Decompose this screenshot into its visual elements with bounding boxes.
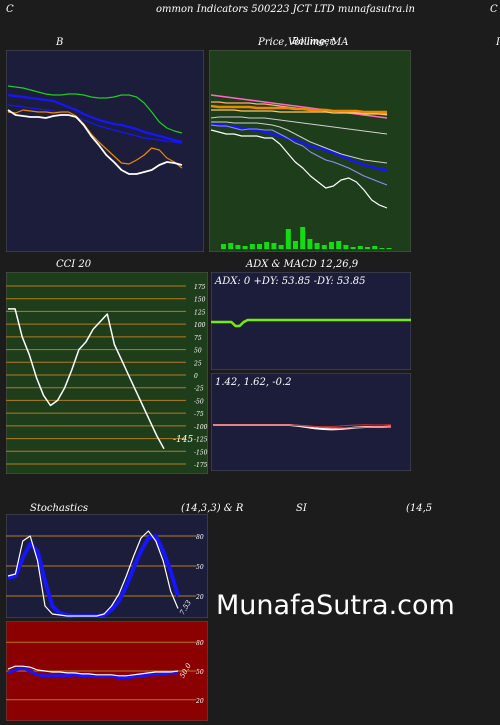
volume-bar <box>321 245 327 249</box>
b-panel-title: B <box>56 37 64 48</box>
cci-tick-label: -175 <box>194 462 208 469</box>
volume-bar <box>228 243 234 249</box>
b-series-line-3 <box>7 85 183 134</box>
rsi-tick-label: 20 <box>195 698 204 705</box>
b-series-line-4 <box>7 109 183 169</box>
cci-tick-label: 75 <box>194 335 202 342</box>
price-panel-title-volume: Volume, <box>288 37 329 48</box>
rsi-series-line-blue <box>7 666 178 680</box>
stoch-panel-title: Stochastics <box>30 503 88 514</box>
b-chart-background <box>5 49 205 253</box>
volume-bar <box>242 246 248 249</box>
header-right-letter: C <box>490 4 498 15</box>
price-series-line-9 <box>210 124 388 186</box>
price-series-line-6 <box>211 121 388 164</box>
cci-tick-label: 150 <box>194 297 206 304</box>
price-series-line-1 <box>210 94 388 119</box>
cci-chart: 175 150 125 100 75 50 25 0 -25 -50 -75 -100 -125 -150… <box>5 271 209 475</box>
cci-tick-label: 100 <box>194 322 206 329</box>
volume-bar <box>285 229 291 249</box>
cci-tick-label: 50 <box>194 348 202 355</box>
cci-tick-label: 0 <box>194 373 198 380</box>
cci-tick-label: -150 <box>194 449 208 456</box>
volume-bar <box>271 243 277 249</box>
price-series-line-4 <box>211 109 387 115</box>
header-left-letter: C <box>6 4 14 15</box>
volume-bar <box>386 248 392 249</box>
header-title: ommon Indicators 500223 JCT LTD munafasu… <box>156 4 415 15</box>
cci-current-label: -145 <box>173 435 193 445</box>
price-series-line-7 <box>210 122 388 172</box>
volume-bar <box>365 247 370 249</box>
volume-bar <box>300 227 306 249</box>
volume-bar <box>350 247 356 249</box>
adx-line <box>211 318 411 328</box>
b-chart <box>5 49 205 253</box>
rsi-tick-label: 80 <box>196 640 204 647</box>
adx-readout: ADX: 0 +DY: 53.85 -DY: 53.85 <box>214 276 366 287</box>
price-chart <box>208 49 412 253</box>
price-series-line-8 <box>210 129 388 209</box>
price-series-line-5 <box>210 116 388 135</box>
b-series-line-5 <box>7 109 183 175</box>
volume-bar <box>329 242 334 249</box>
cci-panel-title: CCI 20 <box>56 259 92 270</box>
rsi-panel: 80 50 20 50.0 <box>5 620 209 725</box>
stoch-tick-label: 20 <box>195 594 204 601</box>
rsi-series-line-white <box>7 665 179 677</box>
stoch-panel: 80 50 20 7.53 <box>5 513 209 622</box>
stoch-tick-label: 80 <box>196 534 204 541</box>
price-panel-title-price: Price, <box>258 37 288 48</box>
volume-bar <box>357 246 363 249</box>
volume-bar <box>336 241 342 249</box>
cci-tick-label: -125 <box>194 437 208 444</box>
b-series-line-1 <box>7 93 183 144</box>
stoch-tick-label: 50 <box>196 564 204 571</box>
b-series-line-2 <box>7 104 183 144</box>
adx-chart: ADX: 0 +DY: 53.85 -DY: 53.85 <box>210 271 412 371</box>
rsi-panel-title: SI <box>296 503 307 514</box>
cci-tick-label: -75 <box>194 411 204 418</box>
price-panel-title-ma: MA <box>331 37 349 48</box>
volume-bar <box>343 245 349 249</box>
rsi-tick-label: 50 <box>196 669 204 676</box>
price-panel-right-letter: I <box>496 37 500 48</box>
volume-bar <box>249 244 255 249</box>
volume-bar <box>235 245 241 249</box>
price-panel-title-bollinger: Bollinger, <box>292 37 336 47</box>
price-panel <box>208 49 412 256</box>
cci-panel: 175 150 125 100 75 50 25 0 -25 -50 -75 -100 -125 -150… <box>5 271 209 478</box>
price-series-line-3 <box>210 104 387 114</box>
rsi-panel-params: (14,5 <box>406 503 433 514</box>
macd-series-line-3 <box>213 424 392 428</box>
volume-bar <box>293 241 298 249</box>
b-panel <box>5 49 205 256</box>
volume-bar <box>264 242 270 249</box>
cci-tick-label: 125 <box>194 309 206 316</box>
watermark: MunafaSutra.com <box>216 590 455 621</box>
macd-readout: 1.42, 1.62, -0.2 <box>215 377 292 388</box>
cci-tick-label: -100 <box>194 424 208 431</box>
stoch-series-line-k <box>7 530 179 617</box>
cci-tick-label: -50 <box>194 398 204 405</box>
adx-macd-panel-title: ADX & MACD 12,26,9 <box>246 259 359 270</box>
cci-tick-label: 25 <box>193 360 202 367</box>
adx-panel: ADX: 0 +DY: 53.85 -DY: 53.85 <box>210 271 412 374</box>
volume-bar <box>379 248 385 249</box>
cci-line <box>8 308 165 450</box>
stoch-panel-params: (14,3,3) & R <box>181 503 244 514</box>
volume-bar <box>221 244 226 249</box>
macd-chart: 1.42, 1.62, -0.2 <box>210 372 412 472</box>
cci-tick-label: -25 <box>194 386 204 393</box>
volume-bar <box>307 239 313 249</box>
volume-bar <box>314 243 320 249</box>
macd-panel: 1.42, 1.62, -0.2 <box>210 372 412 475</box>
volume-bar <box>278 245 284 249</box>
cci-tick-label: 175 <box>194 284 206 291</box>
macd-chart-background <box>210 372 412 472</box>
volume-bar <box>257 244 262 249</box>
volume-bar <box>372 246 378 249</box>
